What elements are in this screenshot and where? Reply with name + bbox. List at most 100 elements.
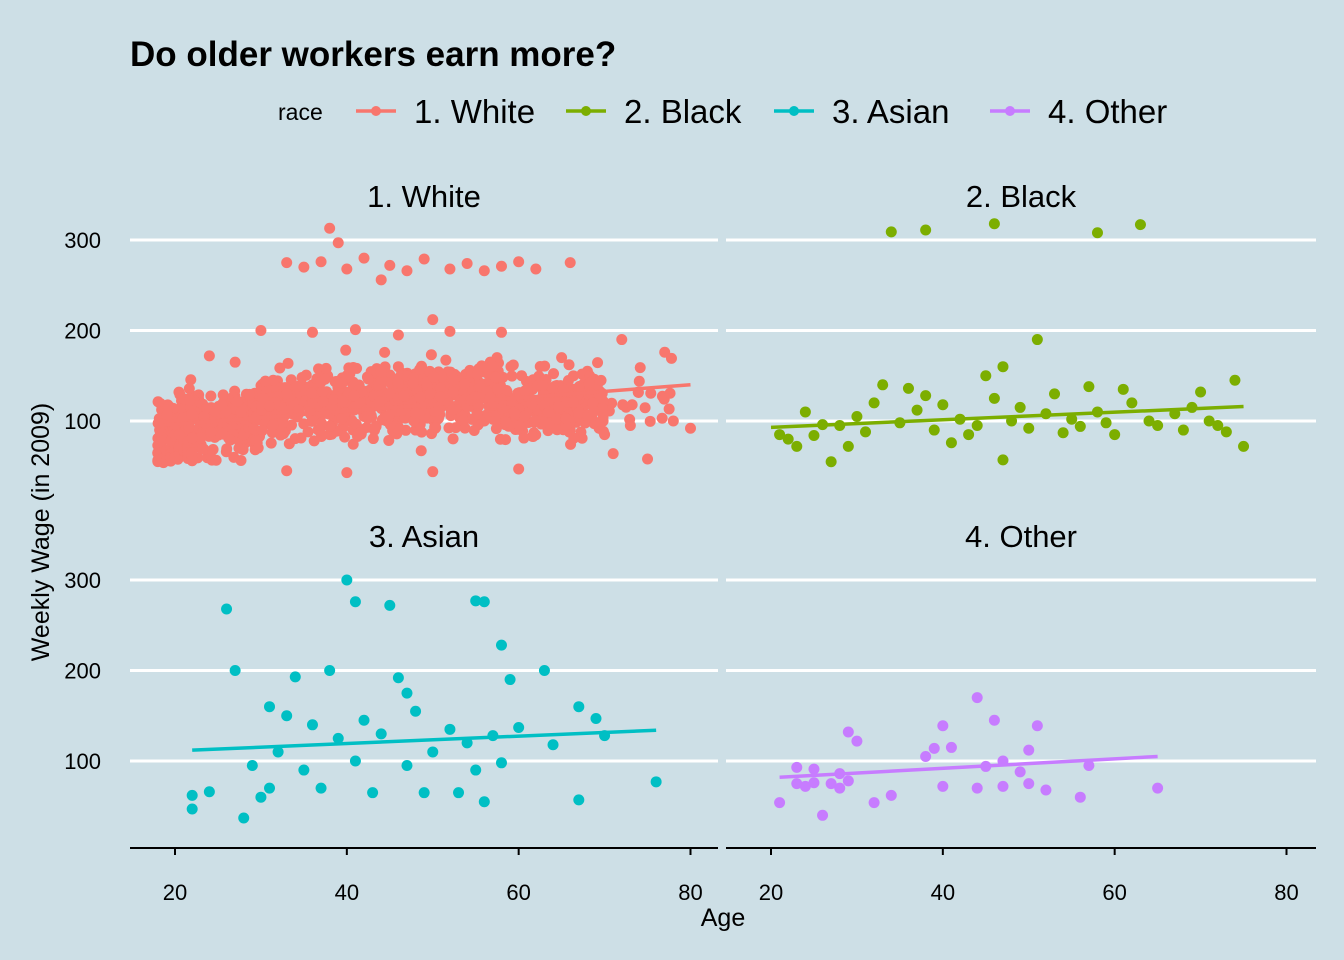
data-point <box>392 672 404 684</box>
data-point <box>557 383 569 395</box>
data-point <box>1023 778 1035 790</box>
data-point <box>220 446 232 458</box>
data-point <box>1203 415 1215 427</box>
data-point <box>650 776 662 788</box>
data-point <box>384 259 396 271</box>
data-point <box>210 454 222 466</box>
data-point <box>519 385 531 397</box>
data-point <box>774 797 786 809</box>
data-point <box>527 431 539 443</box>
data-point <box>937 399 949 411</box>
data-point <box>937 720 949 732</box>
data-point <box>997 780 1009 792</box>
data-point <box>808 429 820 441</box>
data-point <box>298 261 310 273</box>
data-point <box>573 701 585 713</box>
panel-4: 4. Other 20 40 60 80 <box>726 519 1316 905</box>
data-point <box>504 674 516 686</box>
data-point <box>842 440 854 452</box>
data-point <box>444 723 456 735</box>
data-point <box>799 406 811 418</box>
legend-label: 3. Asian <box>832 93 949 130</box>
data-point <box>221 603 233 615</box>
data-point <box>471 408 483 420</box>
data-point <box>791 778 803 790</box>
data-point <box>1177 424 1189 436</box>
data-point <box>235 454 247 466</box>
data-point <box>281 465 293 477</box>
data-point <box>257 393 269 405</box>
data-point <box>1143 415 1155 427</box>
data-point <box>340 344 352 356</box>
data-point <box>367 787 379 799</box>
data-point <box>587 397 599 409</box>
data-point <box>920 224 932 236</box>
data-point <box>590 712 602 724</box>
data-point <box>997 361 1009 373</box>
legend-key-point <box>789 106 799 116</box>
data-point <box>471 369 483 381</box>
data-point <box>530 263 542 275</box>
data-point <box>500 384 512 396</box>
data-point <box>782 433 794 445</box>
data-point <box>427 746 439 758</box>
data-point <box>509 408 521 420</box>
data-point <box>328 393 340 405</box>
data-point <box>341 574 353 586</box>
data-point <box>542 406 554 418</box>
data-point <box>1152 420 1164 432</box>
data-point <box>286 419 298 431</box>
y-tick-label: 200 <box>64 659 101 684</box>
data-point <box>791 761 803 773</box>
data-point <box>860 426 872 438</box>
data-point <box>314 424 326 436</box>
data-point <box>808 777 820 789</box>
data-point <box>877 379 889 391</box>
data-point <box>427 314 439 326</box>
data-point <box>415 445 427 457</box>
data-point <box>1091 227 1103 239</box>
data-point <box>596 402 608 414</box>
data-point <box>264 701 276 713</box>
panel-1: 1. White 100 200 300 <box>64 179 718 479</box>
trend-line <box>192 728 657 752</box>
data-point <box>868 797 880 809</box>
data-point <box>173 386 185 398</box>
data-point <box>375 274 387 286</box>
data-point <box>306 326 318 338</box>
data-point <box>1152 782 1164 794</box>
data-point <box>203 350 215 362</box>
data-point <box>264 782 276 794</box>
data-point <box>289 433 301 445</box>
data-point <box>348 390 360 402</box>
legend-key-point <box>581 106 591 116</box>
data-point <box>235 406 247 418</box>
y-tick-label: 200 <box>64 319 101 344</box>
data-point <box>315 256 327 268</box>
data-point <box>478 596 490 608</box>
x-tick-label: 80 <box>1274 880 1298 905</box>
data-point <box>447 433 459 445</box>
data-point <box>576 432 588 444</box>
data-point <box>414 364 426 376</box>
data-point <box>203 786 215 798</box>
data-point <box>902 382 914 394</box>
data-point <box>201 402 213 414</box>
data-point <box>551 413 563 425</box>
data-point <box>1049 388 1061 400</box>
data-point <box>375 366 387 378</box>
data-point <box>272 746 284 758</box>
trend-line <box>779 754 1158 780</box>
y-axis-title: Weekly Wage (in 2009) <box>27 403 55 661</box>
data-point <box>362 373 374 385</box>
data-point <box>332 237 344 249</box>
data-point <box>470 764 482 776</box>
data-point <box>607 448 619 460</box>
data-point <box>645 387 657 399</box>
data-point <box>424 388 436 400</box>
data-point <box>548 368 560 380</box>
data-point <box>597 425 609 437</box>
data-point <box>184 395 196 407</box>
data-point <box>229 665 241 676</box>
